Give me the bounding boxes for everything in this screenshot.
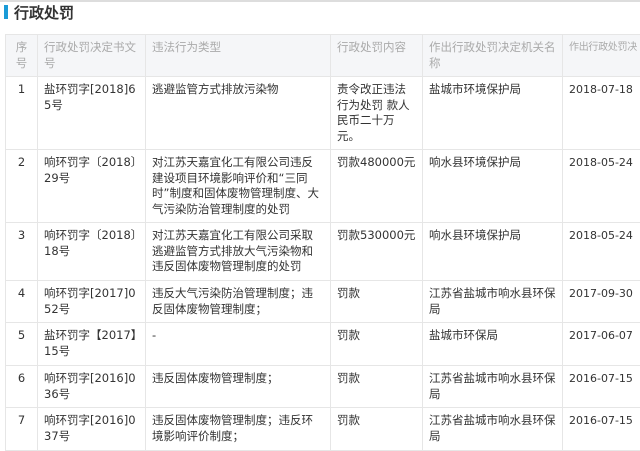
cell-date: 2017-09-30 [563,281,640,323]
cell-seq: 3 [6,223,38,281]
cell-date: 2018-05-24 [563,223,640,281]
cell-seq: 5 [6,323,38,366]
cell-violation-type: 对江苏天嘉宜化工有限公司违反建设项目环境影响评价和“三同时”制度和固体废物管理制… [146,150,331,223]
cell-seq: 4 [6,281,38,323]
cell-violation-type: 违反固体废物管理制度；违反环境影响评价制度； [146,408,331,451]
cell-date: 2017-06-07 [563,323,640,366]
cell-date: 2018-07-18 [563,77,640,150]
cell-seq: 1 [6,77,38,150]
table-header-row: 序号行政处罚决定书文号违法行为类型行政处罚内容作出行政处罚决定机关名称作出行政处… [6,35,640,77]
cell-violation-type: 逃避监管方式排放污染物 [146,77,331,150]
cell-penalty-content: 罚款480000元 [331,150,423,223]
cell-date: 2016-07-15 [563,408,640,451]
cell-date: 2016-07-15 [563,366,640,408]
cell-penalty-content: 责令改正违法行为处罚 款人民币二十万元。 [331,77,423,150]
cell-penalty-content: 罚款 [331,366,423,408]
cell-violation-type: 违反大气污染防治管理制度；违反固体废物管理制度； [146,281,331,323]
cell-doc-number: 响环罚字[2016]036号 [38,366,146,408]
header-seq: 序号 [6,35,38,77]
cell-seq: 6 [6,366,38,408]
cell-agency: 响水县环境保护局 [423,150,563,223]
title-accent-bar [4,5,8,19]
cell-penalty-content: 罚款530000元 [331,223,423,281]
cell-penalty-content: 罚款 [331,323,423,366]
cell-penalty-content: 罚款 [331,281,423,323]
cell-date: 2018-05-24 [563,150,640,223]
cell-agency: 江苏省盐城市响水县环保局 [423,408,563,451]
header-penalty-content: 行政处罚内容 [331,35,423,77]
cell-seq: 7 [6,408,38,451]
section-title-text: 行政处罚 [14,2,74,23]
header-violation-type: 违法行为类型 [146,35,331,77]
cell-agency: 江苏省盐城市响水县环保局 [423,281,563,323]
header-agency: 作出行政处罚决定机关名称 [423,35,563,77]
header-date: 作出行政处罚决 [563,35,640,77]
cell-agency: 响水县环境保护局 [423,223,563,281]
header-doc-number: 行政处罚决定书文号 [38,35,146,77]
cell-agency: 盐城市环境保护局 [423,77,563,150]
cell-doc-number: 盐环罚字[2018]65号 [38,77,146,150]
top-divider [0,0,640,2]
cell-doc-number: 响环罚字[2017]052号 [38,281,146,323]
cell-violation-type: 违反固体废物管理制度； [146,366,331,408]
cell-doc-number: 响环罚字[2016]037号 [38,408,146,451]
cell-agency: 江苏省盐城市响水县环保局 [423,366,563,408]
section-title: 行政处罚 [4,4,74,20]
cell-doc-number: 响环罚字〔2018〕29号 [38,150,146,223]
cell-agency: 盐城市环保局 [423,323,563,366]
cell-violation-type: - [146,323,331,366]
cell-penalty-content: 罚款 [331,408,423,451]
cell-violation-type: 对江苏天嘉宜化工有限公司采取逃避监管方式排放大气污染物和违反固体废物管理制度的处… [146,223,331,281]
cell-seq: 2 [6,150,38,223]
cell-doc-number: 响环罚字〔2018〕18号 [38,223,146,281]
penalty-table: 序号行政处罚决定书文号违法行为类型行政处罚内容作出行政处罚决定机关名称作出行政处… [5,34,640,451]
cell-doc-number: 盐环罚字【2017】15号 [38,323,146,366]
